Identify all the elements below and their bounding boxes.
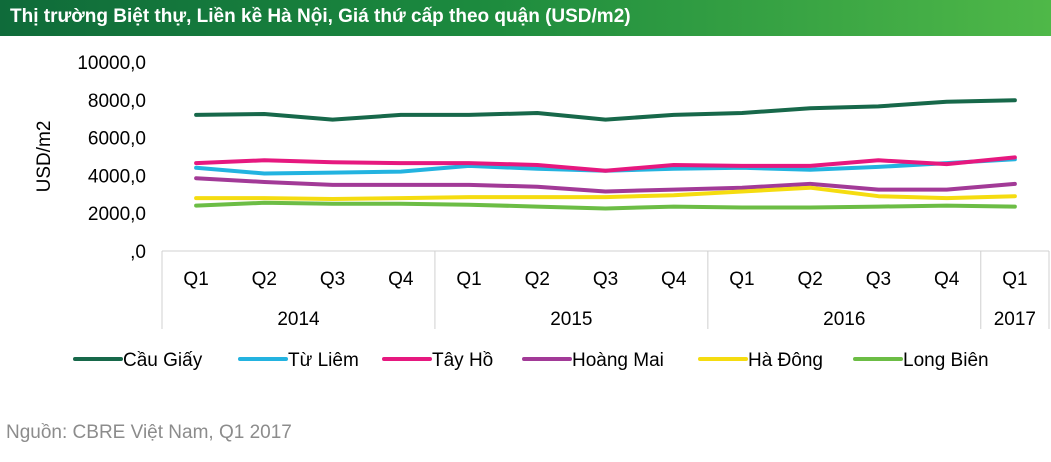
chart-title: Thị trường Biệt thự, Liền kề Hà Nội, Giá… bbox=[10, 6, 631, 27]
series-line bbox=[194, 98, 1017, 122]
x-tick-label: Q2 bbox=[798, 269, 823, 290]
x-tick-label: Q4 bbox=[934, 269, 960, 290]
y-axis-title: USD/m2 bbox=[34, 121, 55, 193]
legend-label: Long Biên bbox=[903, 350, 989, 371]
legend-label: Tây Hồ bbox=[432, 350, 493, 371]
y-tick-label: 10000,0 bbox=[77, 53, 146, 74]
series-line bbox=[194, 200, 1017, 211]
y-tick-label: 2000,0 bbox=[88, 204, 146, 225]
x-tick-label: Q2 bbox=[252, 269, 277, 290]
line-chart: ,0 2000,0 4000,0 6000,0 8000,0 10000,0 USD/m2 Q… bbox=[34, 53, 1050, 371]
x-tick-label: Q2 bbox=[525, 269, 550, 290]
series-line bbox=[194, 185, 1017, 201]
legend-label: Cầu Giấy bbox=[123, 350, 203, 371]
x-tick-label: Q3 bbox=[866, 269, 891, 290]
title-bar: Thị trường Biệt thự, Liền kề Hà Nội, Giá… bbox=[0, 0, 1051, 36]
source-note: Nguồn: CBRE Việt Nam, Q1 2017 bbox=[6, 422, 292, 443]
year-label: 2015 bbox=[550, 309, 592, 330]
x-tick-label: Q4 bbox=[661, 269, 687, 290]
legend-label: Hoàng Mai bbox=[572, 350, 664, 371]
x-tick-label: Q1 bbox=[729, 269, 754, 290]
year-label: 2014 bbox=[277, 309, 320, 330]
x-tick-label: Q1 bbox=[1002, 269, 1027, 290]
x-tick-label: Q3 bbox=[320, 269, 345, 290]
x-tick-label: Q1 bbox=[183, 269, 208, 290]
x-tick-label: Q1 bbox=[456, 269, 481, 290]
legend-label: Hà Đông bbox=[748, 350, 823, 371]
y-tick-label: 4000,0 bbox=[88, 166, 146, 187]
y-tick-label: 6000,0 bbox=[88, 129, 146, 150]
y-tick-label: 8000,0 bbox=[88, 91, 146, 112]
series-line bbox=[194, 155, 1017, 173]
y-tick-label: ,0 bbox=[130, 242, 146, 263]
year-label: 2017 bbox=[994, 309, 1036, 330]
x-tick-label: Q3 bbox=[593, 269, 618, 290]
x-tick-label: Q4 bbox=[388, 269, 414, 290]
year-label: 2016 bbox=[823, 309, 865, 330]
legend-label: Từ Liêm bbox=[288, 350, 359, 371]
series-line bbox=[194, 176, 1017, 194]
